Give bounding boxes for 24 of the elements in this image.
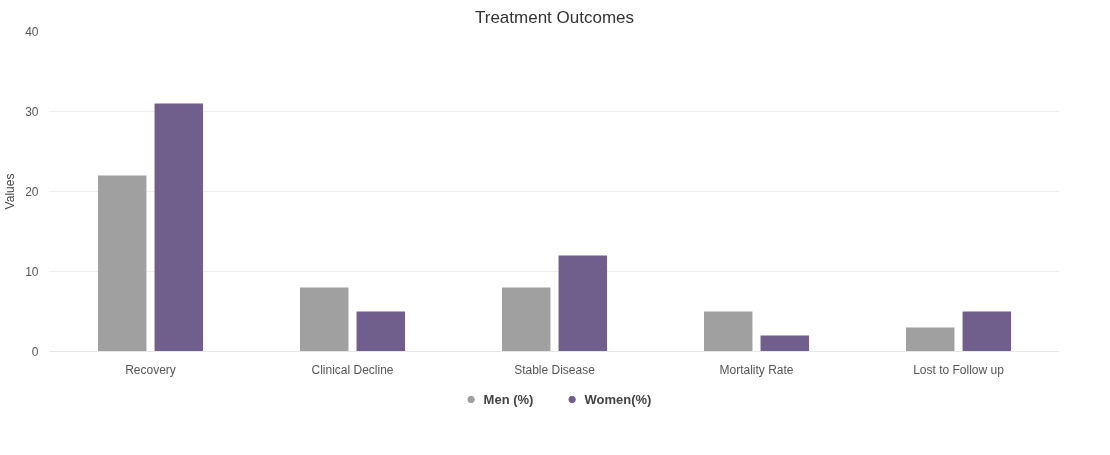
bar — [962, 311, 1012, 352]
legend-label: Men (%) — [483, 391, 534, 407]
bar — [905, 327, 955, 352]
legend-label: Women(%) — [584, 391, 652, 407]
bar — [154, 103, 204, 352]
bar — [97, 175, 147, 352]
chart-title: Treatment Outcomes — [474, 7, 635, 27]
y-axis-title: Values — [3, 173, 18, 210]
bar — [356, 311, 406, 352]
y-tick-label: 0 — [31, 345, 39, 359]
x-tick-label: Recovery — [125, 362, 176, 377]
x-tick-label: Lost to Follow up — [913, 362, 1005, 377]
bar — [501, 287, 551, 352]
y-tick-label: 10 — [25, 265, 39, 279]
bar — [703, 311, 753, 352]
y-tick-label: 40 — [25, 25, 39, 39]
y-tick-label: 20 — [25, 185, 39, 199]
bar — [299, 287, 349, 352]
x-tick-label: Stable Disease — [514, 362, 596, 377]
y-tick-label: 30 — [25, 105, 39, 119]
x-tick-label: Mortality Rate — [719, 362, 794, 377]
x-tick-label: Clinical Decline — [311, 362, 394, 377]
bar — [558, 255, 608, 352]
bar — [760, 335, 810, 352]
